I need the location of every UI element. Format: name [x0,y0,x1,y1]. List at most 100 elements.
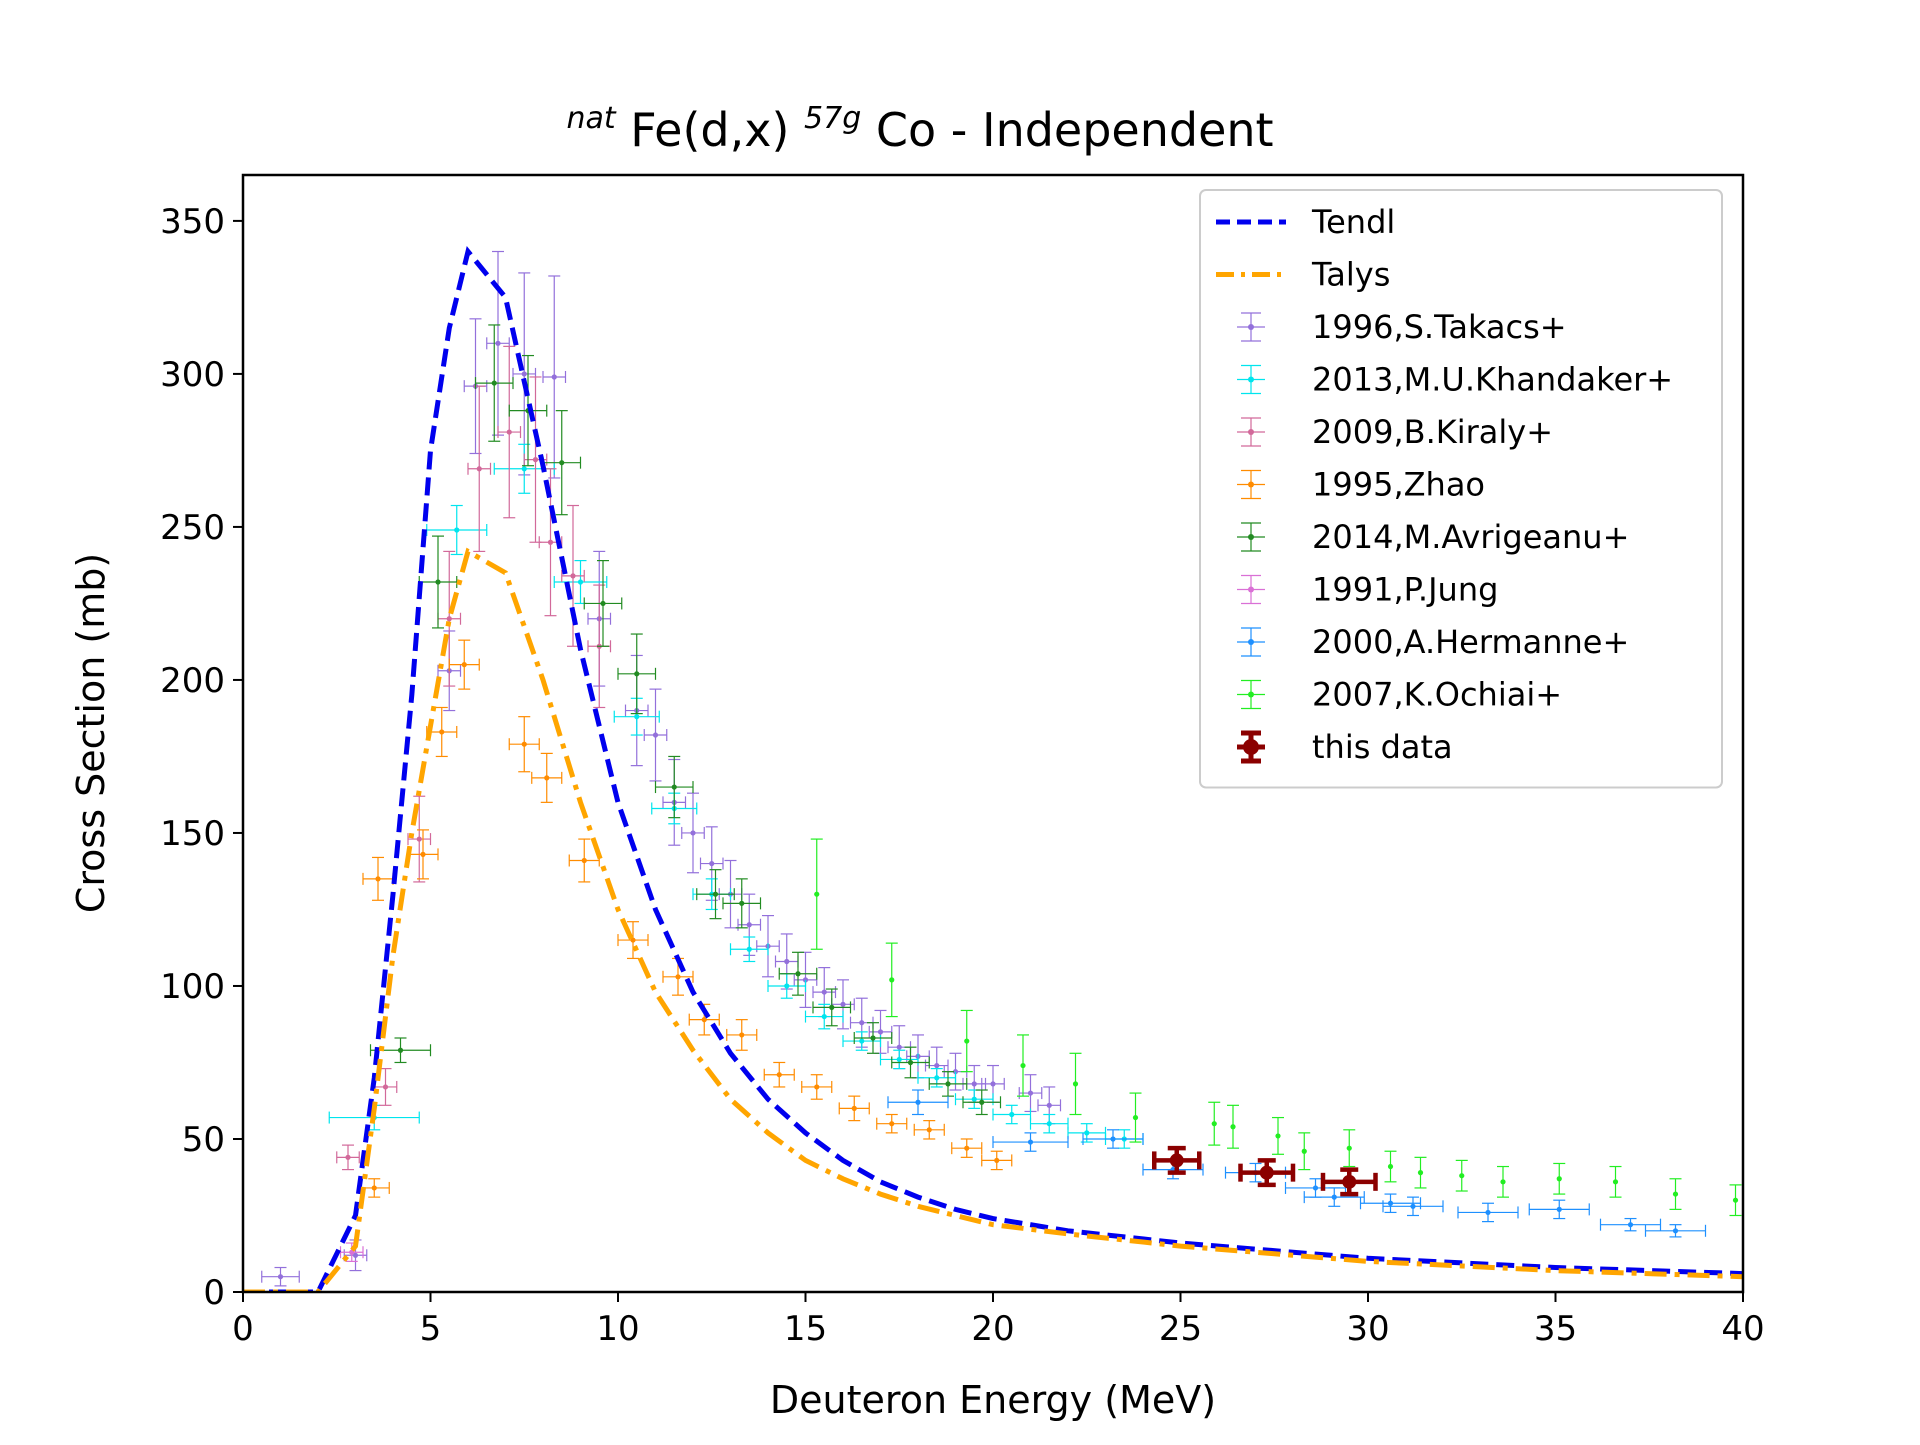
data-point [739,900,745,906]
x-tick-label: 30 [1346,1309,1389,1349]
data-point [551,374,557,380]
data-point [1009,1111,1015,1118]
data-point [739,1032,745,1038]
data-point [600,600,606,607]
data-point [712,891,719,897]
data-point [495,340,501,346]
series-2013-m-u-khandaker- [328,443,1144,1149]
legend-label: 1991,P.Jung [1312,571,1498,609]
data-point [979,1099,985,1105]
series-2014-m-avrigeanu- [369,324,1002,1116]
data-point [476,466,482,472]
data-point [1072,1081,1079,1087]
data-point [352,1252,359,1258]
x-tick-label: 35 [1534,1309,1577,1349]
x-tick-label: 15 [784,1309,827,1349]
data-point [934,1075,940,1081]
legend: Tendl Talys 1996,S.Takacs+ 2013,M.U.Khandak… [1199,189,1723,789]
data-point [840,1001,846,1007]
data-point [1027,1139,1034,1145]
data-point [701,1017,707,1023]
data-point [896,1044,902,1050]
data-point [915,1099,921,1105]
legend-label: 2013,M.U.Khandaker+ [1312,361,1673,399]
data-point [784,983,790,989]
data-point [416,836,422,842]
data-point [1500,1179,1506,1185]
legend-swatch [1248,324,1254,330]
data-point [577,579,584,585]
chart-title-main-1: Fe(d,x) [630,103,789,157]
legend-label: 1996,S.Takacs+ [1312,308,1567,346]
data-point [1046,1102,1052,1108]
data-point [776,1072,782,1078]
data-point [994,1157,1000,1164]
data-point [814,891,820,897]
legend-label: this data [1312,728,1453,766]
data-point [1387,1163,1394,1170]
legend-swatch [1248,481,1254,488]
legend-label: 1995,Zhao [1312,466,1485,504]
legend-label: Tendl [1311,203,1395,241]
y-tick-label: 350 [160,202,225,242]
data-point [821,1013,827,1020]
data-point [630,937,636,943]
y-tick-label: 300 [160,355,225,395]
series-2007-k-ochiai- [810,838,1742,1217]
data-point [521,466,527,472]
data-point [1301,1148,1307,1154]
data-point [570,573,576,579]
y-tick-label: 0 [203,1273,225,1313]
data-point [926,1127,932,1133]
chart-title-sup-isotope: 57g [804,101,861,136]
data-point [1027,1090,1034,1096]
data-point [345,1154,351,1160]
data-point [1084,1130,1090,1136]
x-tick-label: 0 [232,1309,254,1349]
data-point [397,1047,404,1053]
data-point [277,1274,284,1280]
legend-label: Talys [1311,256,1390,294]
data-point [1342,1174,1357,1189]
legend-swatch [1248,376,1254,383]
data-point [349,1249,355,1255]
data-point [964,1145,970,1151]
curve-tendl [243,246,1743,1292]
series-this-data [1152,1145,1378,1197]
data-point [814,1084,820,1090]
data-point [420,851,426,857]
data-point [971,1096,977,1102]
data-point [532,457,539,463]
legend-swatch [1248,429,1254,435]
data-point [851,1105,857,1111]
data-point [544,775,550,781]
data-point [382,1084,389,1090]
legend-label: 2009,B.Kiraly+ [1312,413,1553,451]
legend-swatch [1248,586,1254,593]
legend-swatch [1243,739,1259,755]
data-point [547,539,554,545]
data-point [1312,1185,1319,1191]
x-tick-label: 10 [596,1309,639,1349]
data-point [1672,1228,1679,1234]
legend-label: 2000,A.Hermanne+ [1312,623,1629,661]
data-point [439,729,445,735]
legend-swatch [1248,691,1254,698]
data-point [521,741,527,747]
data-point [795,971,801,977]
data-point [1020,1062,1026,1069]
data-point [896,1056,902,1063]
data-point [454,527,460,533]
data-point [652,732,659,738]
data-point [521,371,527,377]
data-point [1331,1194,1337,1200]
data-point [1627,1222,1634,1228]
data-point [1459,1173,1465,1179]
y-axis-label: Cross Section (mb) [69,553,113,913]
data-point [1046,1121,1052,1127]
data-point [581,857,587,864]
data-point [1169,1153,1184,1168]
data-point [690,830,696,836]
